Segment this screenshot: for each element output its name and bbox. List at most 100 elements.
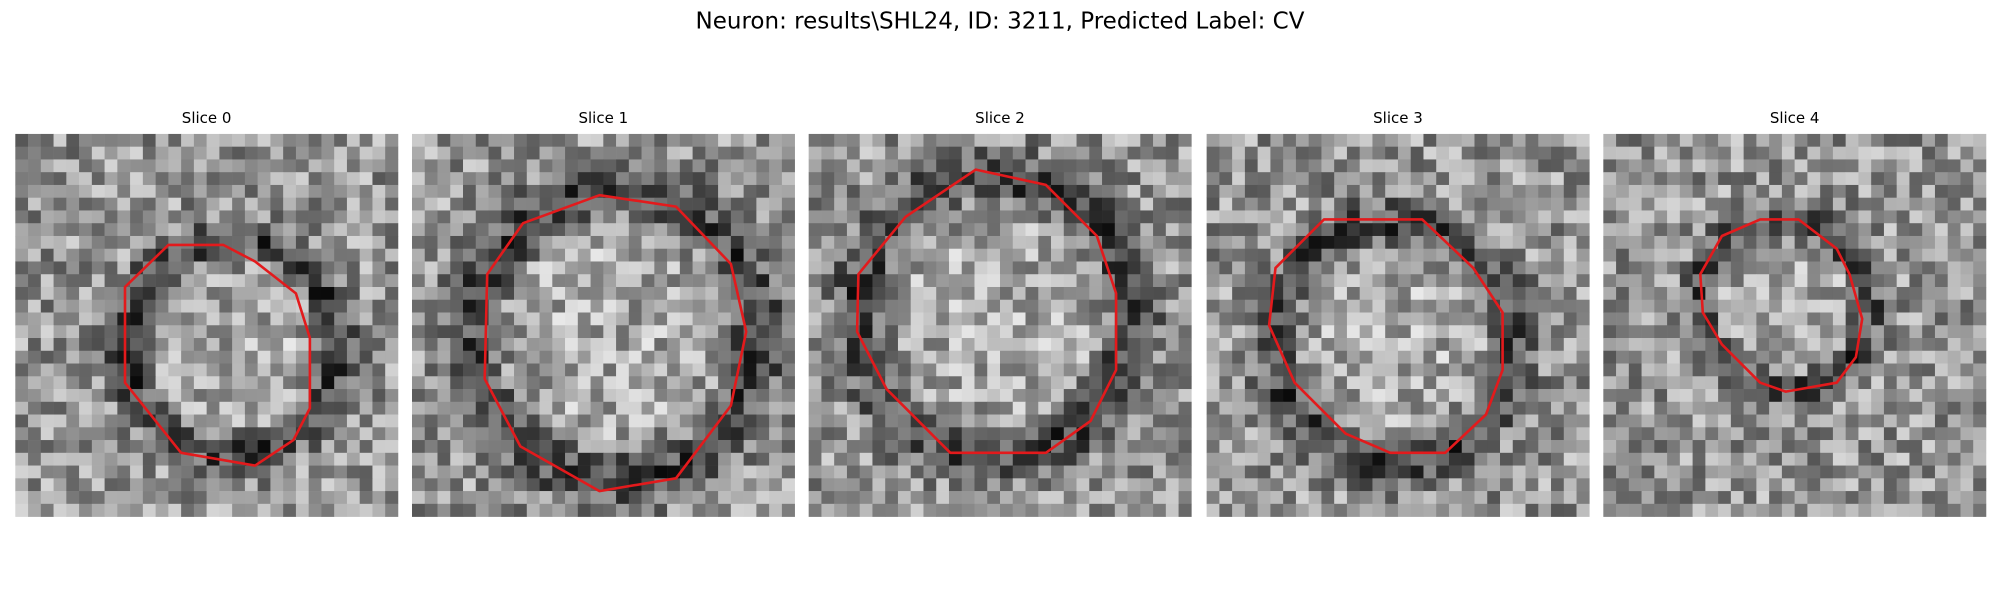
pixel [565,363,579,377]
pixel [91,452,105,466]
pixel [1140,235,1154,250]
pixel [1538,286,1552,301]
pixel [372,478,386,492]
pixel [1525,261,1539,275]
pixel [1474,172,1488,186]
slice-title: Slice 3 [1373,109,1423,127]
pixel [1308,363,1322,377]
pixel [1063,376,1077,390]
pixel [1102,350,1116,364]
pixel [1807,159,1821,173]
pixel [641,427,655,441]
pixel [692,414,706,428]
pixel [1730,184,1744,199]
pixel [1563,159,1577,173]
pixel [168,248,182,262]
pixel [897,274,912,288]
pixel [1960,172,1974,186]
pixel [692,376,706,390]
pixel [552,248,566,262]
pixel [781,274,795,288]
pixel [1781,401,1795,415]
pixel [628,248,642,262]
pixel [1858,146,1872,160]
pixel [590,286,604,301]
pixel [193,312,207,326]
pixel [130,197,144,211]
pixel [1410,401,1424,415]
pixel [872,172,886,186]
pixel [168,491,182,505]
pixel [1551,299,1565,313]
pixel [577,312,591,326]
pixel [66,299,80,313]
slice-image [808,133,1192,517]
pixel [1705,427,1719,441]
pixel [168,172,182,186]
pixel [450,312,464,326]
pixel [756,325,770,339]
pixel [15,363,29,377]
pixel [219,248,233,262]
pixel [628,172,642,186]
pixel [181,274,195,288]
pixel [641,376,655,390]
pixel [385,197,399,211]
pixel [628,376,642,390]
pixel [885,452,899,466]
pixel [1603,235,1617,250]
pixel [667,325,681,339]
pixel [769,414,783,428]
pixel [1219,325,1233,339]
pixel [1973,223,1987,237]
pixel [743,261,757,275]
pixel [859,133,873,147]
pixel [193,491,207,505]
pixel [450,350,464,364]
pixel [1385,325,1399,339]
pixel [1153,248,1167,262]
pixel [1372,452,1386,466]
pixel [1692,376,1706,390]
pixel [463,478,477,492]
pixel [1076,248,1090,262]
pixel [295,261,309,275]
pixel [692,389,706,403]
pixel [1896,133,1910,147]
pixel [565,325,579,339]
pixel [1538,197,1552,211]
pixel [1140,197,1154,211]
pixel [923,286,937,301]
pixel [283,235,297,250]
pixel [1270,389,1284,403]
pixel [834,312,848,326]
pixel [437,491,451,505]
pixel [1820,389,1834,403]
pixel [641,465,655,479]
pixel [872,312,886,326]
pixel [603,363,617,377]
pixel [142,363,156,377]
pixel [936,286,950,301]
pixel [577,235,591,250]
pixel [104,299,118,313]
pixel [1051,235,1065,250]
pixel [1232,312,1246,326]
pixel [1474,478,1488,492]
pixel [514,465,528,479]
pixel [1769,427,1783,441]
pixel [1922,350,1936,364]
pixel [1385,248,1399,262]
pixel [1114,159,1128,173]
pixel [66,223,80,237]
pixel [987,133,1001,147]
pixel [104,338,118,352]
pixel [1089,184,1103,199]
pixel [1845,172,1859,186]
pixel [616,312,630,326]
pixel [603,286,617,301]
pixel [244,146,258,160]
pixel [1960,299,1974,313]
pixel [463,491,477,505]
pixel [104,452,118,466]
